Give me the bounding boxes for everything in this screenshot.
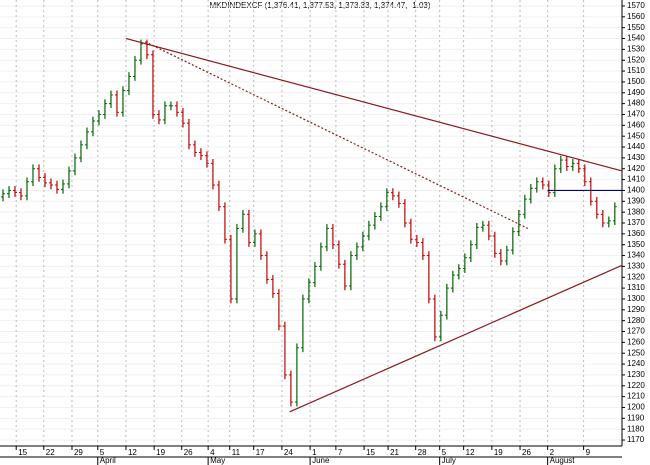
y-tick-label: 1510 [627,66,645,75]
x-tick-label: 15 [18,448,27,457]
x-tick-label: 19 [494,448,503,457]
y-tick-label: 1270 [627,327,645,336]
x-tick-label: 29 [74,448,83,457]
x-tick-label: 24 [284,448,293,457]
y-tick-label: 1460 [627,120,645,129]
trendline [125,37,623,172]
x-tick-label: 12 [128,448,137,457]
y-tick-label: 1390 [627,196,645,205]
x-tick-label: 21 [390,448,399,457]
y-tick-label: 1530 [627,44,645,53]
y-tick-label: 1480 [627,99,645,108]
x-tick-label: 11 [232,448,241,457]
y-tick-label: 1430 [627,153,645,162]
x-tick-label: 5 [442,448,447,457]
y-tick-label: 1440 [627,142,645,151]
x-tick-label: 22 [46,448,55,457]
x-tick-label: 19 [156,448,165,457]
month-label: May [210,456,225,465]
y-tick-label: 1330 [627,262,645,271]
month-label: July [442,456,456,465]
y-tick-label: 1310 [627,283,645,292]
y-tick-label: 1420 [627,164,645,173]
month-label: August [550,456,576,465]
y-tick-label: 1280 [627,316,645,325]
y-tick-label: 1210 [627,392,645,401]
trendline [144,41,529,229]
y-tick-label: 1290 [627,305,645,314]
y-tick-label: 1450 [627,131,645,140]
y-tick-label: 1180 [627,424,645,433]
x-tick-label: 12 [466,448,475,457]
x-tick-label: 1 [312,448,317,457]
month-label: June [312,456,330,465]
y-tick-label: 1570 [627,1,645,10]
y-tick-label: 1490 [627,88,645,97]
x-tick-label: 15 [366,448,375,457]
y-tick-label: 1370 [627,218,645,227]
x-tick-label: 2 [550,448,555,457]
y-tick-label: 1260 [627,337,645,346]
y-tick-label: 1470 [627,110,645,119]
y-tick-label: 1560 [627,12,645,21]
y-tick-label: 1220 [627,381,645,390]
y-tick-label: 1320 [627,272,645,281]
y-tick-label: 1360 [627,229,645,238]
x-tick-label: 26 [184,448,193,457]
x-tick-label: 26 [522,448,531,457]
y-tick-label: 1190 [627,413,645,422]
y-tick-label: 1250 [627,348,645,357]
trendline [289,264,623,413]
y-tick-label: 1230 [627,370,645,379]
y-tick-label: 1300 [627,294,645,303]
y-tick-label: 1380 [627,207,645,216]
y-tick-label: 1200 [627,403,645,412]
x-tick-label: 5 [100,448,105,457]
x-tick-label: 9 [586,448,591,457]
x-tick-label: 7 [338,448,343,457]
y-tick-label: 1540 [627,34,645,43]
x-tick-label: 17 [256,448,265,457]
y-tick-label: 1350 [627,240,645,249]
y-tick-label: 1240 [627,359,645,368]
x-tick-label: 4 [210,448,215,457]
x-tick-label: 28 [418,448,427,457]
y-tick-label: 1550 [627,23,645,32]
month-label: April [100,456,116,465]
y-tick-label: 1340 [627,251,645,260]
y-tick-label: 1410 [627,175,645,184]
y-tick-label: 1170 [627,435,645,444]
y-tick-label: 1520 [627,55,645,64]
y-tick-label: 1400 [627,186,645,195]
y-tick-label: 1500 [627,77,645,86]
